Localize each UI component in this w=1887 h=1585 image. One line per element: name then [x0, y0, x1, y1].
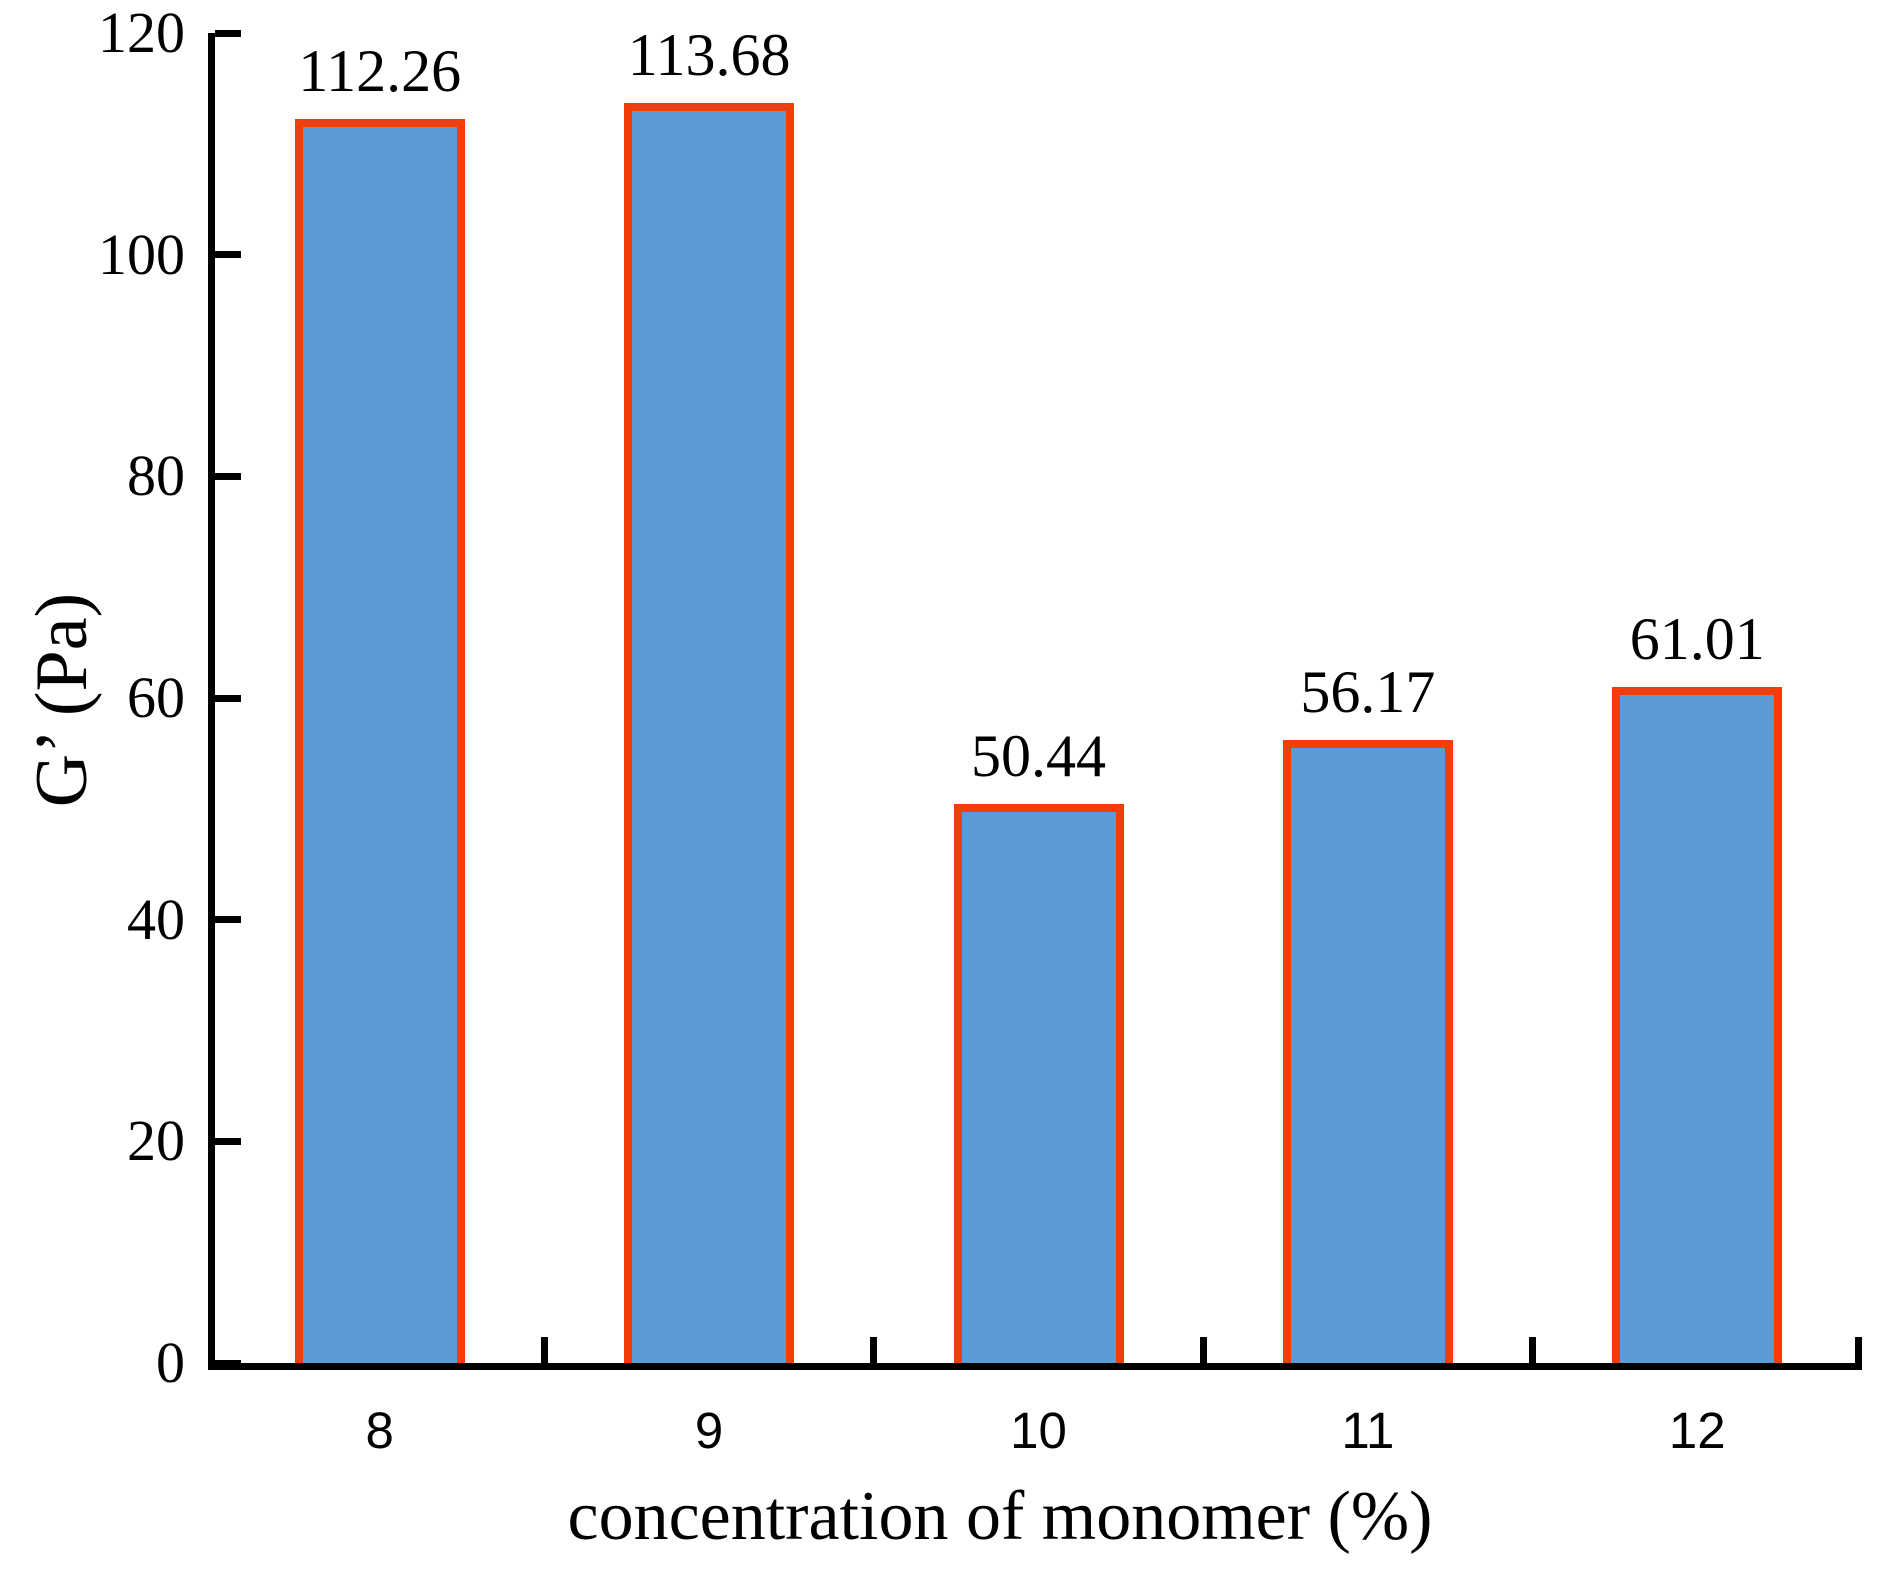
bar — [294, 118, 465, 1363]
y-axis-title: G’ (Pa) — [21, 592, 103, 808]
bar-value-label: 61.01 — [1629, 605, 1765, 672]
y-tick — [215, 1359, 241, 1367]
y-tick — [215, 251, 241, 259]
y-tick — [215, 1137, 241, 1145]
x-tick-label: 12 — [1668, 1402, 1726, 1459]
bar — [1612, 686, 1783, 1363]
x-axis-line — [208, 1363, 1862, 1370]
x-tick-label: 8 — [365, 1402, 394, 1459]
y-tick — [215, 472, 241, 480]
bar — [624, 103, 795, 1363]
y-tick-label: 20 — [127, 1108, 185, 1174]
bar-value-label: 113.68 — [627, 22, 791, 89]
y-tick — [215, 916, 241, 924]
x-tick-label: 10 — [1010, 1402, 1067, 1459]
x-tick-end — [1855, 1337, 1862, 1363]
y-tick-label: 0 — [156, 1330, 185, 1395]
x-tick — [540, 1337, 548, 1363]
x-tick-label: 9 — [694, 1402, 724, 1459]
y-tick — [215, 694, 241, 702]
x-tick — [1529, 1337, 1537, 1363]
y-tick-label: 40 — [127, 886, 185, 952]
bar-value-label: 112.26 — [298, 37, 462, 104]
x-axis-title: concentration of monomer (%) — [567, 1478, 1433, 1555]
y-tick-label: 100 — [98, 221, 185, 287]
bar — [953, 803, 1124, 1363]
x-tick — [870, 1337, 878, 1363]
y-tick — [215, 29, 241, 37]
x-tick — [1199, 1337, 1207, 1363]
y-tick-label: 120 — [98, 0, 185, 65]
y-axis-line — [208, 33, 215, 1370]
y-tick-label: 80 — [127, 443, 185, 509]
bar — [1282, 740, 1453, 1363]
y-tick-label: 60 — [127, 665, 185, 730]
bar-value-label: 50.44 — [971, 722, 1106, 789]
x-tick-label: 11 — [1341, 1402, 1395, 1459]
plot-area: 0 20 40 60 80 100 120 112.26 8 113.68 9 50.44 10 56.1… — [98, 4, 1862, 1456]
bar-value-label: 56.17 — [1300, 659, 1436, 726]
